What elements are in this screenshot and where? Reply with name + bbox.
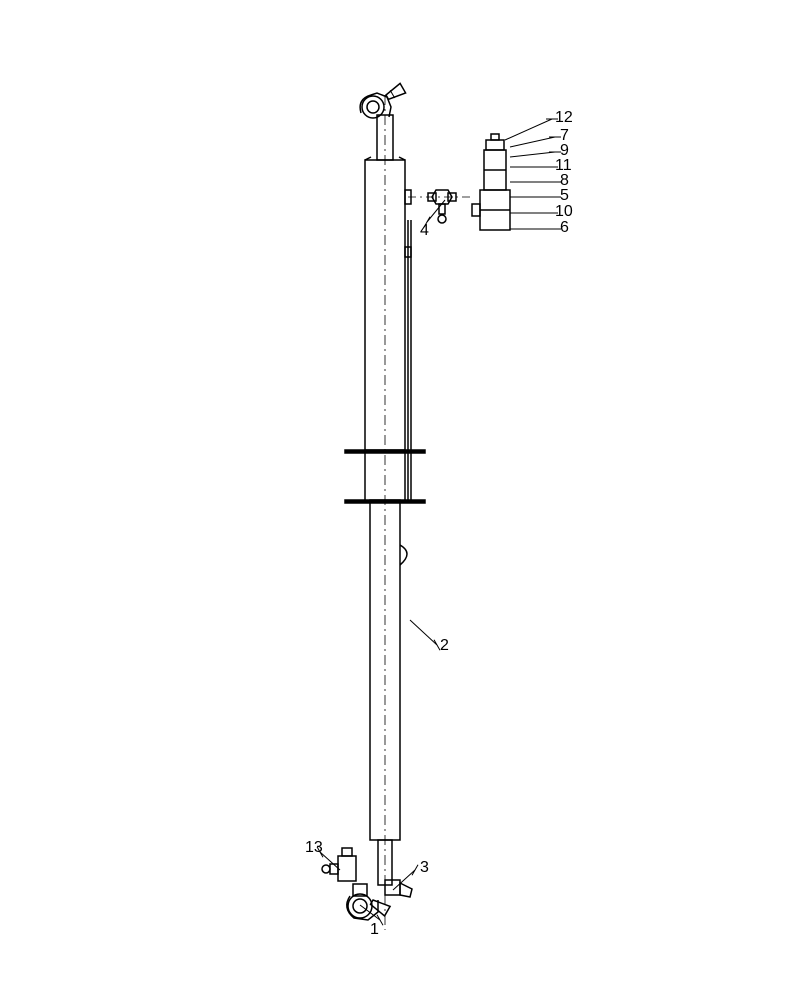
callout-3: 3 <box>420 859 429 876</box>
callout-6: 6 <box>560 219 569 236</box>
callout-1: 1 <box>370 921 379 938</box>
callout-12: 12 <box>555 109 573 126</box>
callout-4: 4 <box>420 222 429 239</box>
callout-8: 8 <box>560 172 569 189</box>
callout-10: 10 <box>555 203 573 220</box>
callout-2: 2 <box>440 637 449 654</box>
callout-5: 5 <box>560 187 569 204</box>
callout-13: 13 <box>305 839 323 856</box>
callout-11: 11 <box>555 157 572 174</box>
